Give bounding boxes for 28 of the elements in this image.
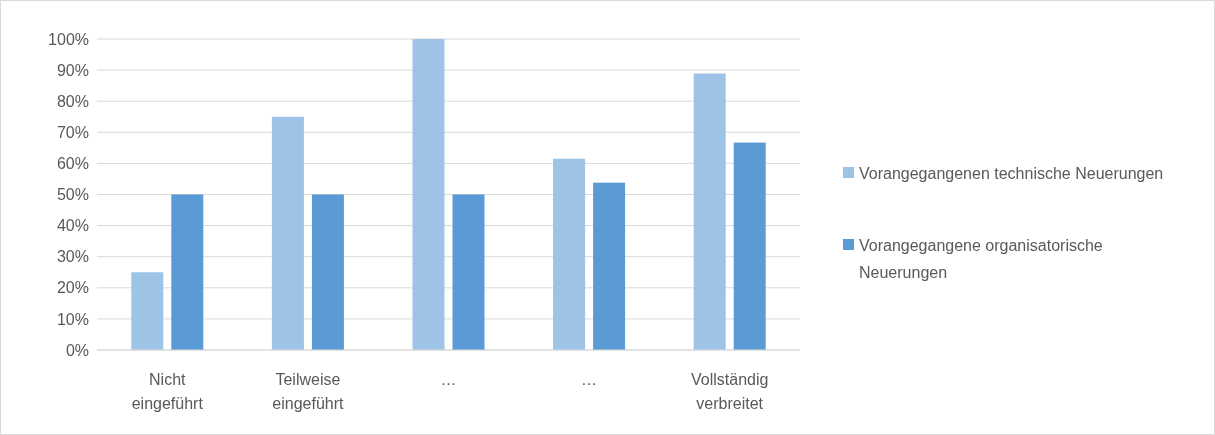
x-tick-label: Teilweise eingeführt: [272, 371, 345, 412]
y-tick-label: 10%: [56, 310, 89, 328]
x-tick-label: Nicht eingeführt: [131, 371, 204, 412]
bar: [412, 39, 445, 350]
bar: [131, 272, 164, 350]
y-tick-label: 80%: [56, 92, 89, 110]
y-tick-label: 40%: [56, 217, 89, 235]
bar: [311, 194, 344, 350]
x-tick-label: …: [581, 371, 598, 388]
y-tick-label: 30%: [56, 248, 89, 266]
bar: [271, 116, 304, 350]
x-tick-label: …: [440, 371, 457, 388]
y-tick-label: 0%: [65, 341, 89, 359]
bar: [733, 142, 766, 350]
x-tick-label: Vollständig verbreitet: [691, 371, 769, 412]
bar: [171, 194, 204, 350]
y-tick-label: 60%: [56, 155, 89, 172]
y-tick-label: 50%: [56, 186, 89, 204]
legend-label: Vorangegangene organisatorische Neuerungen: [859, 236, 1103, 281]
y-tick-label: 20%: [56, 279, 89, 297]
y-tick-label: 70%: [56, 123, 89, 141]
legend-label: Vorangegangenen technische Neuerungen: [859, 164, 1164, 182]
bar: [693, 73, 726, 350]
y-tick-label: 100%: [48, 30, 89, 48]
bar: [553, 158, 586, 350]
bar: [593, 182, 626, 350]
y-tick-label: 90%: [56, 61, 89, 79]
bar: [452, 194, 485, 350]
